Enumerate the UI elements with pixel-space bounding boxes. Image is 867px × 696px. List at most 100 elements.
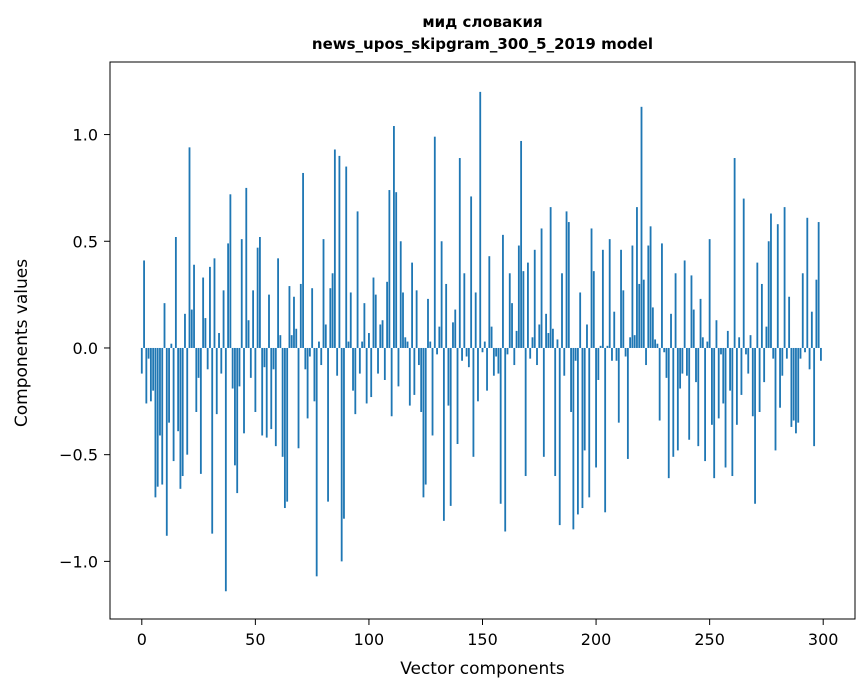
bar-282 bbox=[781, 347, 784, 376]
bar-19 bbox=[184, 313, 186, 348]
bar-148 bbox=[477, 347, 479, 402]
bar-27 bbox=[202, 277, 205, 348]
bar-50 bbox=[254, 347, 257, 412]
bar-187 bbox=[565, 211, 568, 348]
bar-151 bbox=[483, 341, 486, 348]
bar-145 bbox=[470, 196, 473, 348]
bar-295 bbox=[810, 311, 813, 348]
bar-18 bbox=[181, 347, 184, 477]
bar-14 bbox=[172, 347, 175, 462]
y-tick-label: −0.5 bbox=[59, 446, 98, 465]
bar-41 bbox=[234, 347, 236, 466]
bar-211 bbox=[620, 249, 622, 348]
x-tick-label: 150 bbox=[467, 630, 498, 649]
bar-55 bbox=[265, 347, 268, 438]
bar-281 bbox=[779, 347, 781, 408]
bar-52 bbox=[259, 237, 261, 348]
bar-201 bbox=[597, 347, 600, 380]
bar-158 bbox=[499, 347, 502, 504]
bar-288 bbox=[795, 347, 797, 434]
bar-88 bbox=[340, 347, 343, 562]
x-tick-label: 200 bbox=[581, 630, 612, 649]
bar-289 bbox=[797, 347, 800, 423]
bar-286 bbox=[790, 347, 793, 427]
bar-208 bbox=[613, 311, 616, 348]
bar-191 bbox=[574, 347, 577, 361]
bar-155 bbox=[492, 347, 495, 376]
bar-31 bbox=[211, 347, 214, 534]
bar-12 bbox=[168, 347, 170, 423]
bar-49 bbox=[252, 290, 255, 348]
bar-11 bbox=[165, 347, 168, 536]
bar-245 bbox=[697, 347, 700, 447]
y-tick-label: 0.5 bbox=[73, 232, 98, 251]
bar-238 bbox=[681, 347, 684, 374]
bar-248 bbox=[704, 347, 706, 462]
bar-106 bbox=[381, 320, 384, 348]
bar-255 bbox=[720, 347, 722, 355]
bar-214 bbox=[626, 347, 629, 459]
bar-207 bbox=[611, 347, 613, 361]
bar-215 bbox=[629, 337, 632, 348]
bar-25 bbox=[197, 347, 200, 378]
bar-172 bbox=[531, 337, 534, 348]
bar-128 bbox=[431, 347, 434, 436]
bar-56 bbox=[268, 294, 270, 348]
bar-9 bbox=[161, 347, 164, 485]
bar-246 bbox=[699, 298, 702, 348]
bar-199 bbox=[592, 271, 595, 348]
bar-160 bbox=[504, 347, 507, 532]
bar-291 bbox=[801, 273, 804, 348]
bar-24 bbox=[195, 347, 198, 412]
bar-29 bbox=[206, 347, 209, 370]
bar-43 bbox=[238, 347, 241, 387]
bar-123 bbox=[420, 347, 423, 412]
bar-26 bbox=[199, 347, 202, 474]
bar-251 bbox=[711, 347, 713, 425]
bar-229 bbox=[661, 243, 663, 348]
bar-202 bbox=[599, 345, 602, 348]
bar-1 bbox=[143, 260, 145, 348]
bar-21 bbox=[188, 147, 191, 348]
bar-87 bbox=[338, 155, 341, 348]
bar-13 bbox=[170, 343, 173, 348]
bar-109 bbox=[388, 190, 391, 348]
bar-280 bbox=[776, 224, 779, 348]
bar-141 bbox=[461, 347, 463, 361]
bar-85 bbox=[333, 149, 336, 348]
bar-57 bbox=[270, 347, 273, 430]
bar-92 bbox=[349, 292, 352, 348]
bar-277 bbox=[770, 213, 772, 348]
bar-166 bbox=[517, 245, 520, 348]
bar-69 bbox=[297, 347, 300, 449]
bar-249 bbox=[706, 341, 709, 348]
bar-89 bbox=[343, 347, 345, 519]
bar-176 bbox=[540, 228, 543, 348]
bar-54 bbox=[263, 347, 266, 368]
bar-157 bbox=[497, 347, 500, 374]
y-tick-label: −1.0 bbox=[59, 552, 98, 571]
bar-204 bbox=[604, 347, 607, 513]
bar-174 bbox=[536, 347, 538, 366]
bar-120 bbox=[413, 347, 416, 395]
bar-149 bbox=[479, 91, 482, 348]
bar-218 bbox=[636, 207, 638, 348]
bar-161 bbox=[506, 347, 509, 355]
bar-121 bbox=[415, 290, 418, 348]
bar-74 bbox=[308, 347, 311, 357]
bar-83 bbox=[329, 288, 332, 348]
bar-100 bbox=[368, 333, 370, 348]
bar-175 bbox=[538, 324, 541, 348]
bar-72 bbox=[304, 347, 307, 370]
bar-205 bbox=[606, 345, 609, 348]
bar-112 bbox=[395, 192, 398, 348]
bar-262 bbox=[735, 347, 738, 425]
bar-17 bbox=[179, 347, 182, 489]
bar-20 bbox=[186, 347, 189, 455]
bar-164 bbox=[513, 347, 516, 366]
bar-150 bbox=[481, 347, 484, 353]
bar-95 bbox=[356, 211, 359, 348]
x-axis-label: Vector components bbox=[400, 659, 565, 679]
bar-242 bbox=[690, 275, 693, 348]
x-tick-label: 300 bbox=[808, 630, 839, 649]
